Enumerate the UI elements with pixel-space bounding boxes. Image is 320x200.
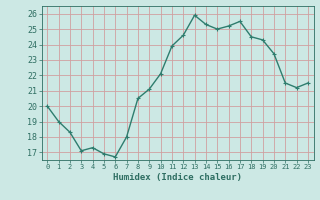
X-axis label: Humidex (Indice chaleur): Humidex (Indice chaleur) <box>113 173 242 182</box>
